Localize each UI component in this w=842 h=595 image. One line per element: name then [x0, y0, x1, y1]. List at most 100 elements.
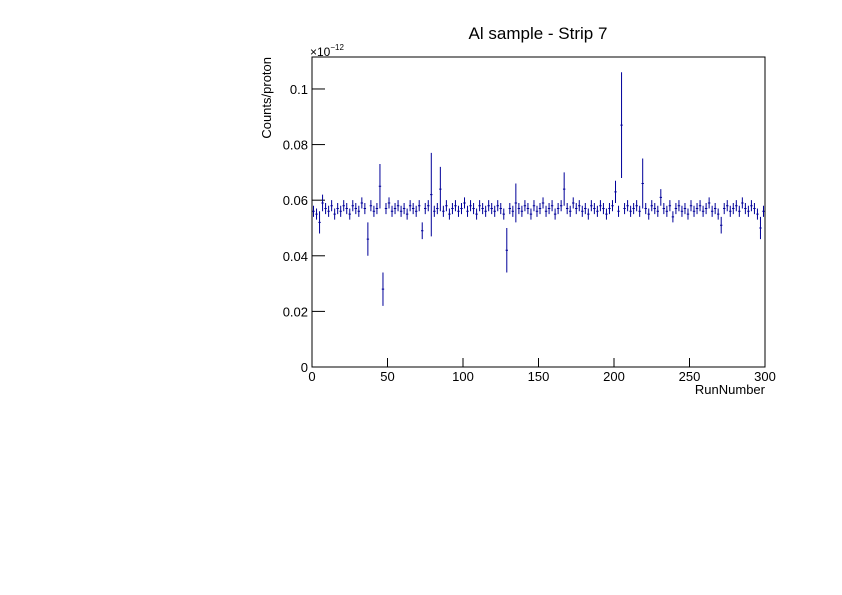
data-point [366, 222, 370, 256]
y-exponent-base: ×10 [310, 45, 331, 59]
data-point [433, 205, 436, 217]
data-point [348, 208, 351, 220]
data-point [744, 202, 747, 215]
data-point [315, 208, 318, 220]
data-point [330, 200, 333, 212]
data-point [559, 200, 563, 212]
data-point [726, 200, 729, 212]
x-tick-label: 50 [380, 369, 394, 384]
data-point [689, 200, 693, 212]
data-point [611, 200, 614, 212]
data-point [671, 211, 675, 223]
data-point [442, 205, 445, 217]
data-point [653, 202, 656, 215]
data-point [333, 208, 336, 220]
y-tick-label: 0.1 [290, 82, 308, 97]
data-point [584, 202, 587, 215]
data-point [448, 208, 451, 220]
data-point [396, 200, 400, 212]
data-point [532, 200, 536, 212]
data-point [411, 202, 415, 215]
data-point [535, 205, 539, 217]
data-point [454, 200, 457, 212]
data-point [572, 197, 575, 209]
data-point [735, 200, 738, 212]
data-point [484, 205, 487, 217]
data-point [342, 200, 345, 212]
data-point [481, 202, 484, 215]
data-point [478, 200, 481, 212]
data-point [321, 194, 324, 212]
data-point [418, 200, 421, 212]
data-point [538, 202, 542, 215]
y-tick-label: 0.02 [283, 304, 308, 319]
x-tick-label: 0 [308, 369, 315, 384]
data-point [408, 200, 412, 212]
y-exponent: ×10−12 [310, 43, 344, 59]
data-point [747, 205, 750, 217]
data-point [460, 202, 463, 215]
data-point [496, 200, 499, 212]
data-point [659, 189, 663, 206]
y-tick-label: 0.08 [283, 138, 308, 153]
data-point [656, 205, 659, 217]
data-point [602, 202, 605, 215]
data-point [683, 202, 687, 215]
data-point [369, 200, 373, 212]
data-point [738, 205, 741, 217]
data-point [578, 200, 581, 212]
data-point [692, 205, 696, 217]
y-tick-label: 0 [301, 360, 308, 375]
data-point [620, 72, 623, 178]
data-point [632, 202, 635, 215]
data-point [505, 227, 508, 273]
data-point [381, 272, 385, 306]
data-point [732, 202, 735, 215]
data-point [581, 205, 584, 217]
data-point [644, 202, 647, 215]
data-point [686, 208, 690, 220]
data-point [741, 197, 744, 209]
data-point [707, 197, 711, 209]
data-point [439, 166, 442, 212]
data-point [674, 202, 678, 215]
data-point [457, 205, 460, 217]
data-point [605, 208, 608, 220]
data-point [357, 205, 361, 217]
data-point [421, 222, 424, 240]
data-point [635, 200, 638, 212]
data-point [617, 205, 620, 217]
x-tick-label: 100 [452, 369, 474, 384]
y-axis-label: Counts/proton [259, 57, 274, 139]
data-point [487, 200, 490, 212]
data-point [623, 202, 626, 215]
data-point [562, 172, 566, 206]
data-point [375, 202, 379, 215]
data-point [729, 205, 732, 217]
data-point [569, 205, 572, 217]
data-point [499, 202, 502, 215]
data-point [698, 200, 702, 212]
data-point [544, 205, 548, 217]
data-point [629, 205, 632, 217]
data-point [547, 202, 551, 215]
data-point [472, 202, 475, 215]
data-point [393, 202, 397, 215]
x-tick-label: 250 [679, 369, 701, 384]
data-point [704, 202, 708, 215]
data-point [336, 202, 339, 215]
data-point [324, 202, 327, 215]
data-point [701, 205, 705, 217]
data-point [596, 205, 599, 217]
data-point [390, 205, 394, 217]
data-point [762, 205, 765, 217]
data-point [716, 208, 720, 220]
data-point [424, 202, 427, 215]
data-point [508, 202, 512, 215]
data-point [490, 202, 493, 215]
data-point [641, 158, 644, 209]
data-point [608, 202, 611, 215]
data-point [529, 208, 533, 220]
